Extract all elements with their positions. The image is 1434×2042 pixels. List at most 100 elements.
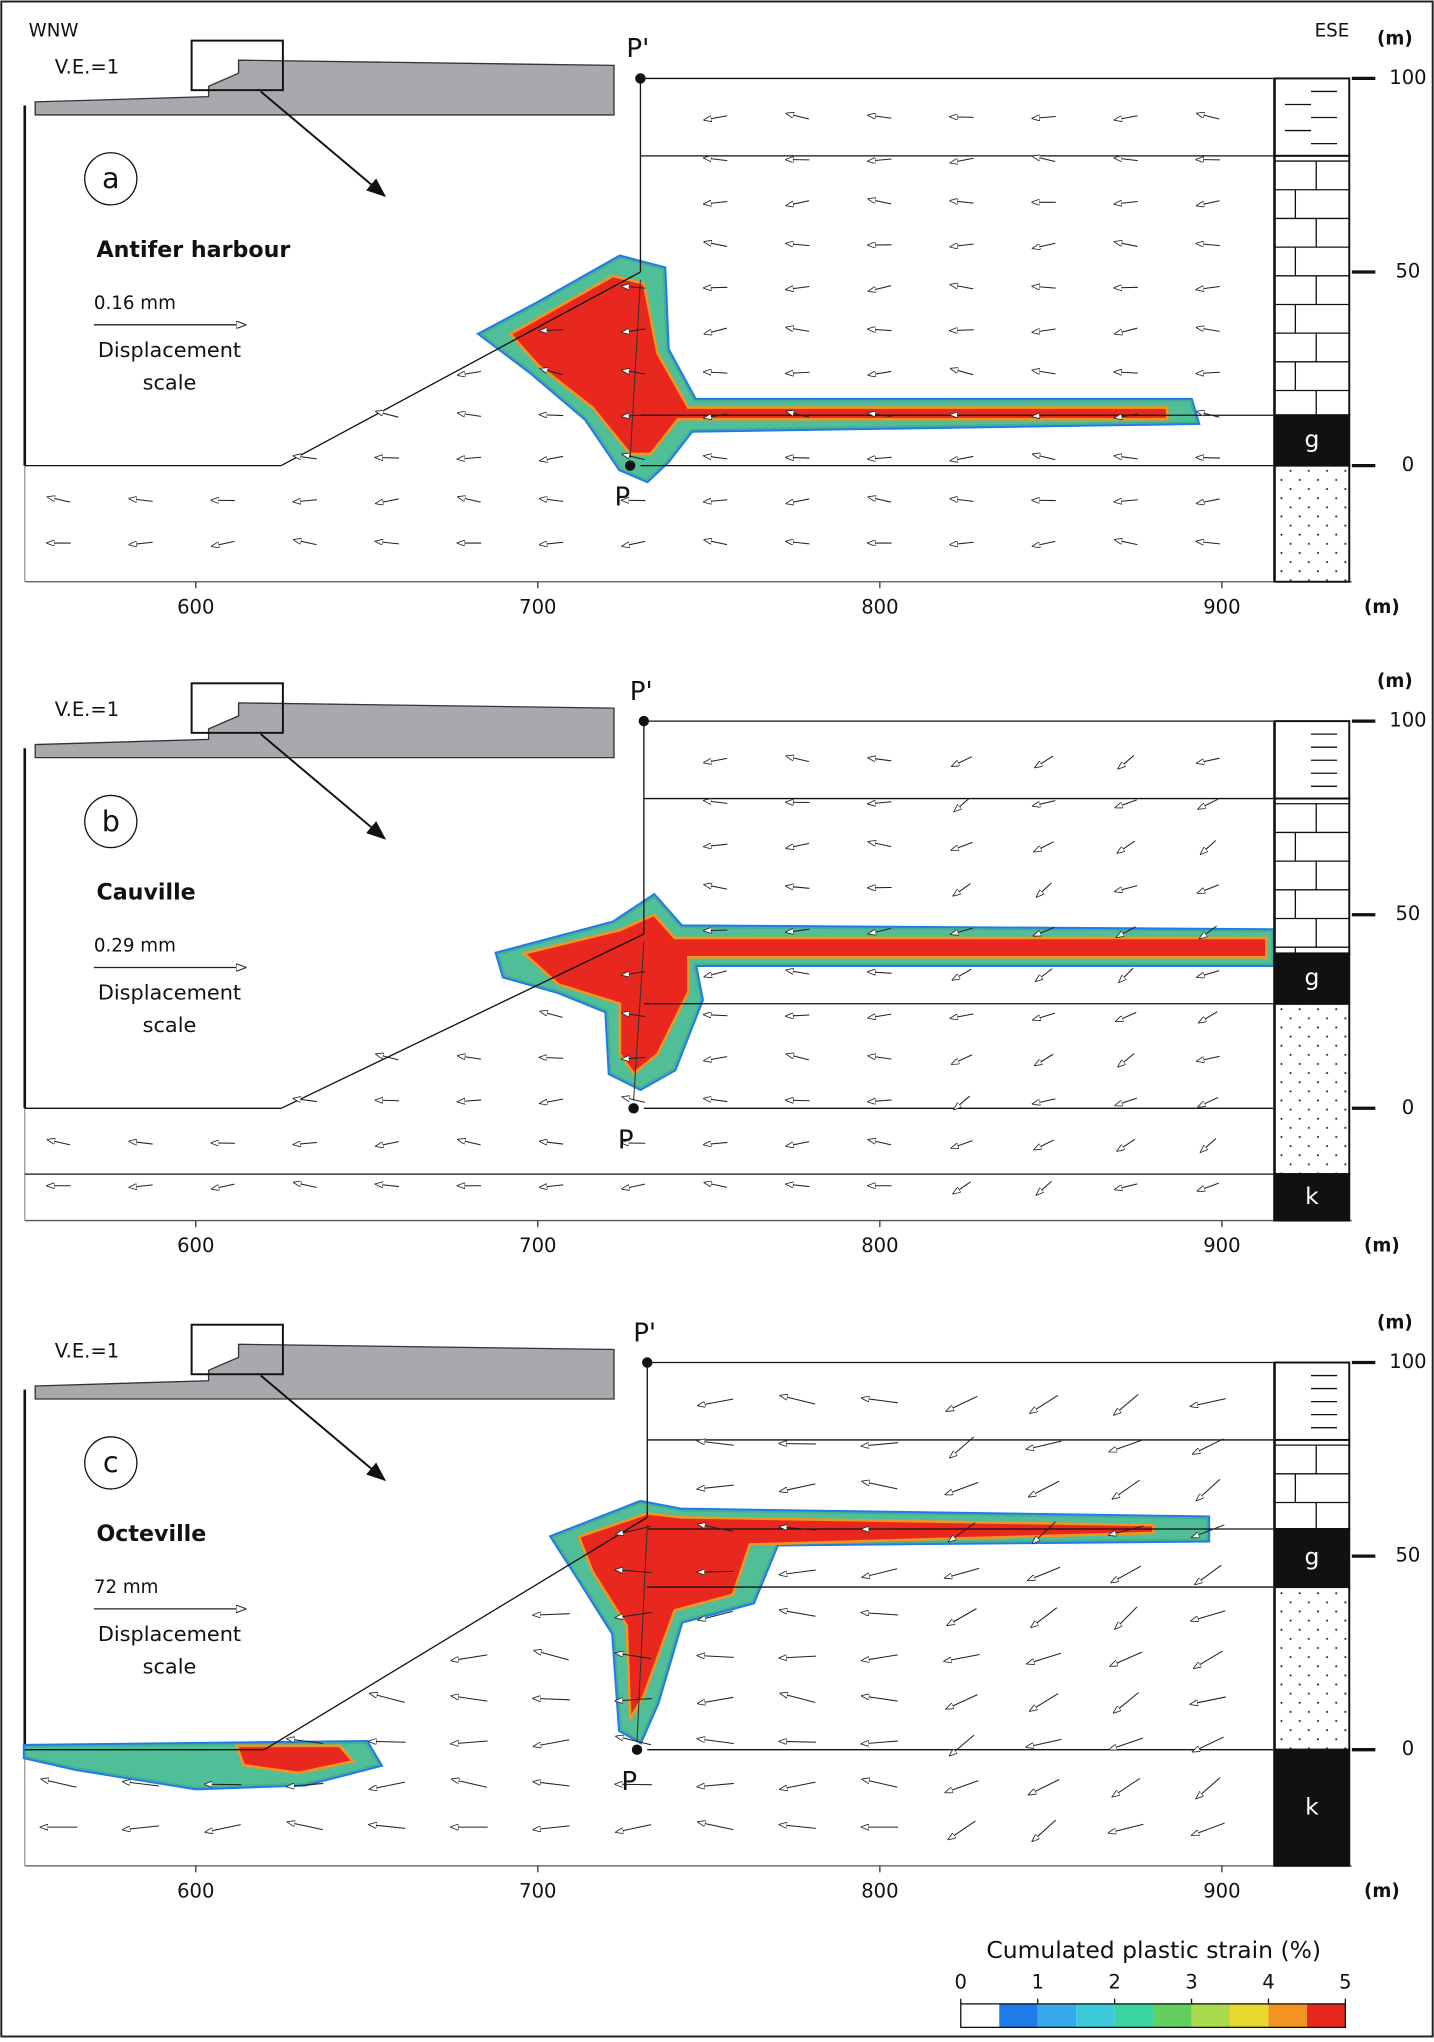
displacement-arrow xyxy=(1197,1056,1220,1061)
displacement-arrow xyxy=(1191,1697,1226,1704)
displacement-arrow xyxy=(533,1782,569,1786)
displacement-arrow xyxy=(1191,1611,1225,1621)
displacement-arrow xyxy=(1027,1653,1061,1663)
point-top-label: P' xyxy=(626,34,649,64)
point-top-label: P' xyxy=(630,677,653,707)
displacement-arrow xyxy=(945,1781,978,1793)
x-tick-label: 700 xyxy=(519,1879,556,1902)
scale-value: 0.16 mm xyxy=(94,293,176,314)
displacement-arrow xyxy=(868,972,891,974)
displacement-arrow xyxy=(376,541,399,543)
scale-value: 72 mm xyxy=(94,1577,159,1598)
lithology-unit xyxy=(1275,1440,1350,1529)
lithology-unit xyxy=(1275,466,1350,582)
displacement-arrow xyxy=(376,1142,399,1147)
point-bottom xyxy=(625,460,635,470)
x-tick-label: 800 xyxy=(861,1234,898,1257)
displacement-arrow xyxy=(129,499,152,502)
displacement-arrow xyxy=(1117,1139,1135,1151)
displacement-arrow xyxy=(868,115,891,118)
displacement-arrow xyxy=(1034,1140,1054,1150)
y-unit: (m) xyxy=(1377,28,1413,49)
displacement-arrow xyxy=(376,1184,399,1186)
displacement-arrow xyxy=(1192,1823,1225,1835)
displacement-arrow xyxy=(534,1740,569,1747)
displacement-arrow xyxy=(1113,1480,1140,1498)
displacement-arrow xyxy=(952,1055,972,1064)
colorbar-bin xyxy=(1038,2004,1076,2027)
displacement-arrow xyxy=(780,1484,815,1492)
displacement-arrow xyxy=(704,844,727,846)
displacement-arrow xyxy=(1197,411,1219,417)
displacement-arrow xyxy=(1115,158,1138,161)
inset-section xyxy=(35,1344,614,1399)
panel-label: c xyxy=(103,1445,119,1479)
displacement-arrow xyxy=(951,369,973,375)
displacement-arrow xyxy=(950,330,973,331)
displacement-arrow xyxy=(1115,886,1137,892)
x-unit: (m) xyxy=(1364,1236,1400,1257)
displacement-arrow xyxy=(1115,116,1138,120)
displacement-arrow xyxy=(704,1142,727,1144)
displacement-arrow xyxy=(1033,1013,1055,1020)
x-tick-label: 600 xyxy=(177,1879,214,1902)
displacement-arrow xyxy=(786,1015,809,1016)
displacement-arrow xyxy=(862,1741,898,1744)
point-top xyxy=(642,1357,652,1367)
scale-value: 0.29 mm xyxy=(94,936,176,957)
displacement-arrow xyxy=(946,1482,979,1494)
colorbar-tick-label: 3 xyxy=(1185,1971,1197,1994)
displacement-arrow xyxy=(1115,1607,1137,1629)
colorbar-bin xyxy=(961,2004,999,2027)
colorbar-bin xyxy=(1115,2004,1153,2027)
displacement-arrow xyxy=(458,1056,481,1059)
displacement-arrow xyxy=(862,1481,897,1489)
x-tick-label: 600 xyxy=(177,595,214,618)
displacement-arrow xyxy=(1114,1693,1139,1713)
displacement-arrow xyxy=(704,456,727,459)
displacement-arrow xyxy=(1198,885,1219,893)
scale-text: Displacement xyxy=(98,338,241,362)
displacement-arrow xyxy=(1198,799,1218,809)
displacement-arrow xyxy=(1037,883,1052,897)
displacement-arrow xyxy=(862,1443,898,1446)
ve-label: V.E.=1 xyxy=(55,698,119,721)
displacement-arrow xyxy=(868,1014,891,1018)
displacement-arrow xyxy=(206,1825,241,1833)
displacement-arrow xyxy=(786,541,809,543)
displacement-arrow xyxy=(704,1099,727,1102)
displacement-arrow xyxy=(704,930,727,931)
displacement-arrow xyxy=(1032,286,1055,288)
displacement-arrow xyxy=(1116,1012,1136,1021)
displacement-arrow xyxy=(1032,1820,1055,1841)
x-tick-label: 900 xyxy=(1203,1879,1240,1902)
displacement-arrow xyxy=(787,756,809,761)
displacement-arrow xyxy=(1031,1608,1057,1627)
displacement-arrow xyxy=(868,329,891,331)
inset-section xyxy=(35,60,614,115)
displacement-arrow xyxy=(1110,1440,1143,1452)
point-top-label: P' xyxy=(633,1318,656,1348)
y-tick-label: 100 xyxy=(1389,66,1426,89)
displacement-arrow xyxy=(1036,969,1052,982)
displacement-arrow xyxy=(1197,372,1220,373)
displacement-arrow xyxy=(1201,1139,1216,1152)
lithology-unit xyxy=(1275,1587,1350,1750)
displacement-arrow xyxy=(1115,540,1138,545)
displacement-arrow xyxy=(533,1826,569,1830)
displacement-arrow xyxy=(950,542,973,544)
colorbar-tick-label: 0 xyxy=(955,1971,967,1994)
displacement-arrow xyxy=(1198,1183,1219,1191)
displacement-arrow xyxy=(458,457,481,459)
lithology-label: g xyxy=(1304,1543,1319,1571)
colorbar-bin xyxy=(1076,2004,1114,2027)
displacement-arrow xyxy=(698,1697,734,1703)
displacement-arrow xyxy=(868,457,891,459)
displacement-arrow xyxy=(288,1822,323,1830)
displacement-arrow xyxy=(950,499,973,502)
point-bottom-label: P xyxy=(621,1767,637,1797)
displacement-arrow xyxy=(1197,327,1220,331)
displacement-arrow xyxy=(212,541,235,546)
